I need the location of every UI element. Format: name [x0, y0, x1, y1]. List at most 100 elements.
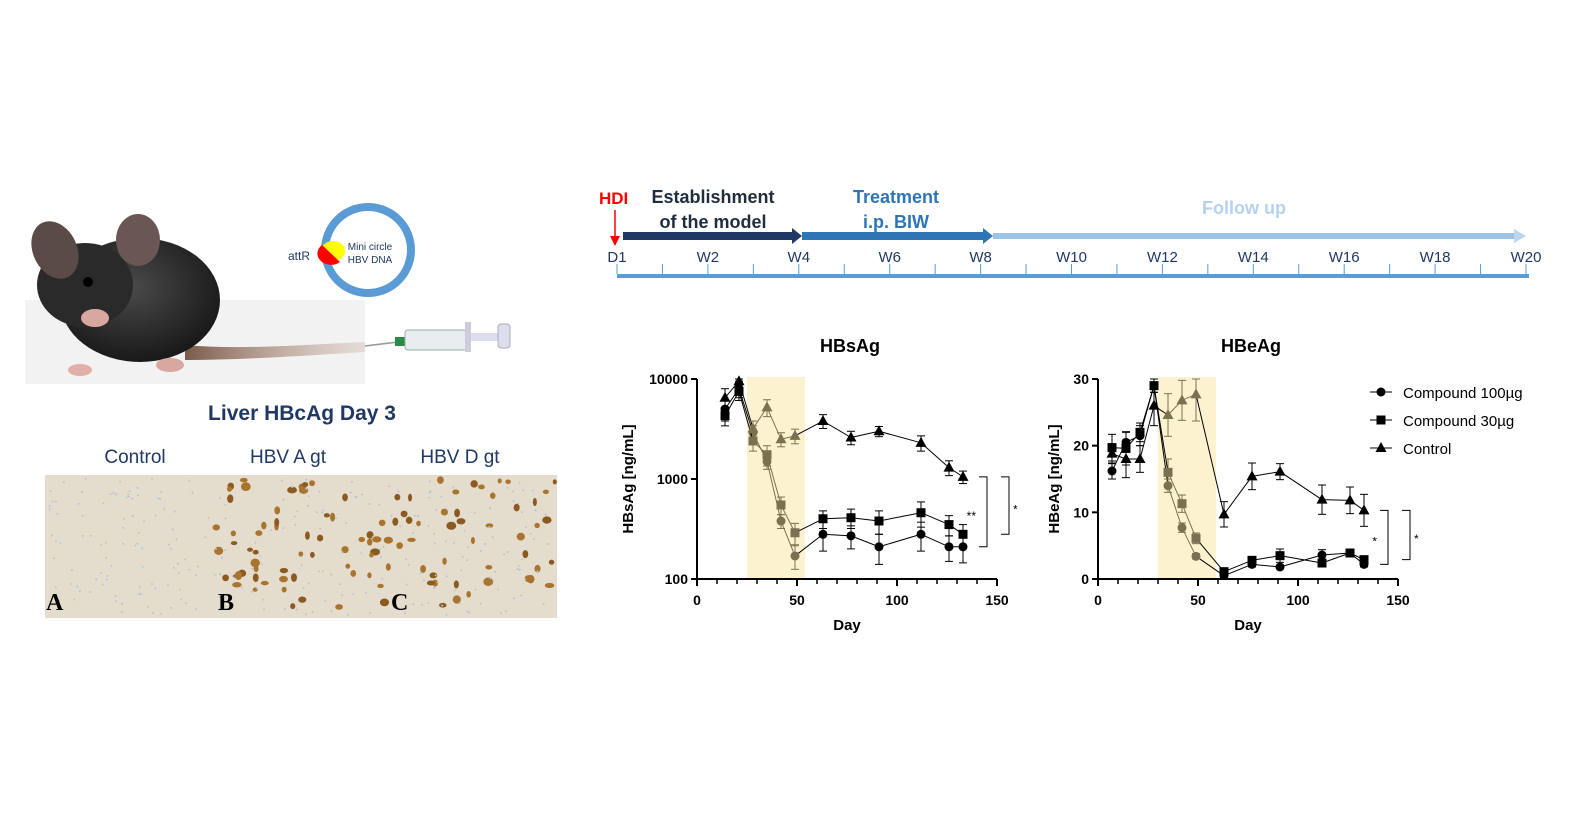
nucleus — [157, 497, 160, 500]
stained-cell — [532, 497, 537, 507]
nucleus — [48, 508, 51, 511]
significance-bracket — [979, 476, 988, 548]
data-point — [1176, 394, 1188, 405]
significance-bracket — [1402, 509, 1411, 561]
nucleus — [134, 544, 137, 547]
nucleus — [454, 588, 457, 591]
x-tick-label: 100 — [1286, 592, 1310, 608]
timeline-tick-label: W6 — [878, 249, 901, 266]
stained-cell — [478, 484, 485, 490]
nucleus — [520, 594, 523, 597]
data-point — [790, 551, 800, 561]
nucleus — [547, 542, 550, 545]
data-point — [958, 529, 968, 539]
nucleus — [81, 534, 84, 537]
nucleus — [232, 576, 235, 579]
nucleus — [520, 511, 523, 514]
data-point — [1247, 555, 1257, 565]
stained-cell — [429, 572, 438, 579]
syringe-image — [364, 322, 511, 352]
histology-title: Liver HBcAg Day 3 — [208, 402, 396, 425]
stained-cell — [542, 489, 549, 494]
stained-cell — [309, 480, 316, 487]
phase-establishment-sublabel: of the model — [660, 212, 767, 232]
nucleus — [433, 586, 436, 589]
stained-cell — [440, 508, 448, 516]
nucleus — [251, 590, 254, 593]
nucleus — [307, 582, 310, 585]
nucleus — [305, 487, 308, 490]
data-point — [747, 422, 759, 433]
timeline-tick-label: D1 — [607, 249, 626, 266]
nucleus — [77, 502, 80, 505]
nucleus — [184, 602, 187, 605]
stained-cell — [290, 603, 296, 610]
nucleus — [369, 611, 372, 614]
nucleus — [123, 517, 126, 520]
series-line-segment — [1279, 554, 1323, 568]
nucleus — [131, 497, 134, 500]
nucleus — [179, 598, 182, 601]
nucleus — [270, 529, 273, 532]
panel-letter-b: B — [218, 590, 234, 616]
nucleus — [136, 494, 139, 497]
nucleus — [214, 547, 217, 550]
series-line-segment — [920, 533, 950, 548]
nucleus — [452, 542, 455, 545]
stained-cell — [230, 530, 237, 537]
timeline-tick-label: W8 — [969, 249, 992, 266]
nucleus — [304, 613, 307, 616]
legend-label: Control — [1403, 441, 1451, 458]
legend-marker — [1375, 442, 1387, 452]
nucleus — [282, 527, 285, 530]
series-line-segment — [1139, 385, 1155, 433]
series-line-segment — [1279, 471, 1323, 501]
nucleus — [102, 502, 105, 505]
phase-followup-label: Follow up — [1202, 198, 1286, 218]
stained-cell — [534, 522, 540, 529]
x-tick-label: 0 — [1094, 592, 1102, 608]
nucleus — [122, 542, 125, 545]
nucleus — [413, 514, 416, 517]
series-line-segment — [920, 512, 950, 526]
nucleus — [160, 490, 163, 493]
data-point — [846, 531, 856, 541]
data-point — [916, 508, 926, 518]
stained-cell — [250, 558, 260, 568]
stained-cell — [290, 573, 298, 582]
nucleus — [302, 587, 305, 590]
nucleus — [73, 598, 76, 601]
nucleus — [143, 520, 146, 523]
stained-cell — [279, 575, 288, 583]
data-point — [733, 375, 745, 386]
series-line-segment — [1251, 555, 1281, 561]
stained-cell — [544, 582, 555, 589]
nucleus — [49, 490, 52, 493]
stained-cell — [407, 493, 413, 502]
nucleus — [371, 536, 374, 539]
stained-cell — [335, 604, 343, 610]
data-point — [1316, 493, 1328, 504]
nucleus — [349, 491, 352, 494]
data-point — [874, 516, 884, 526]
nucleus — [262, 598, 265, 601]
nucleus — [354, 496, 357, 499]
series-line-segment — [1251, 471, 1281, 477]
stained-cell — [350, 569, 357, 577]
stained-cell — [274, 518, 280, 527]
nucleus — [529, 532, 532, 535]
plasmid-label-2: HBV DNA — [348, 255, 393, 266]
nucleus — [219, 573, 222, 576]
stained-cell — [305, 531, 310, 540]
nucleus — [119, 480, 122, 483]
nucleus — [525, 526, 528, 529]
nucleus — [512, 490, 515, 493]
series-line-segment — [1321, 552, 1351, 556]
nucleus — [318, 490, 321, 493]
nucleus — [175, 538, 178, 541]
nucleus — [120, 611, 123, 614]
stained-cell — [446, 521, 457, 530]
stained-cell — [255, 530, 263, 536]
nucleus — [521, 558, 524, 561]
timeline-tick-label: W12 — [1147, 249, 1178, 266]
